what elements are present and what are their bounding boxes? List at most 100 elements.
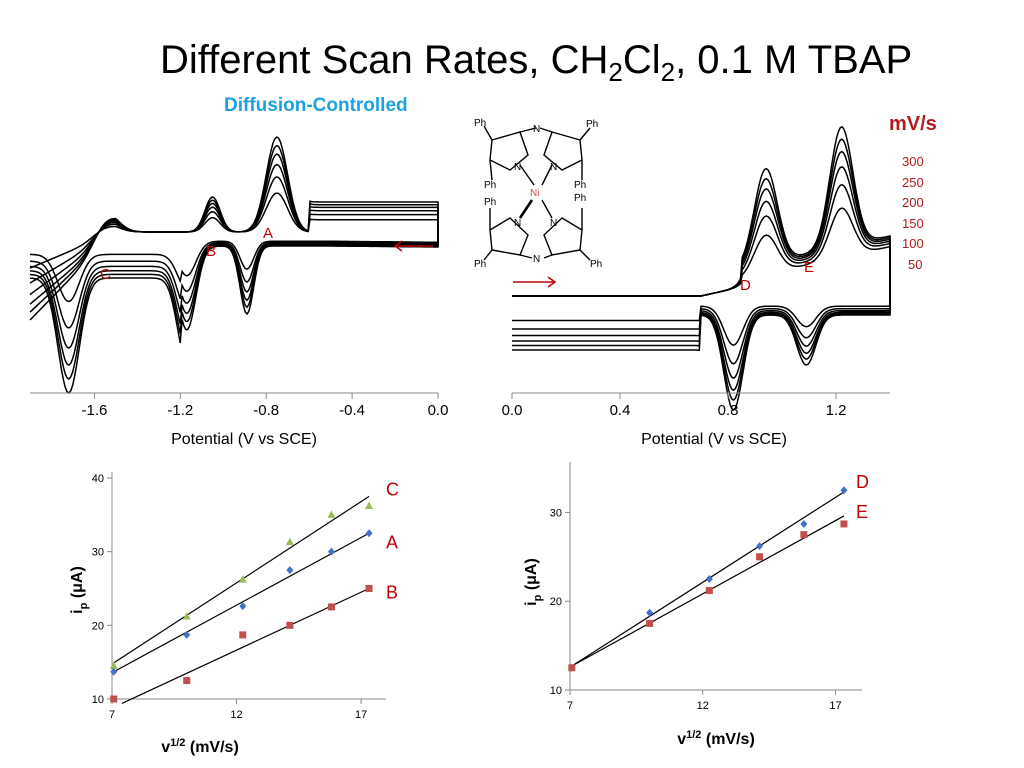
y-tick-label: 10: [550, 685, 562, 697]
x-tick-group: 0.0 0.4 0.8 1.2: [502, 393, 846, 419]
data-point-a: [110, 667, 118, 676]
bond: [519, 254, 533, 259]
y-axis-label: ip (μA): [69, 566, 90, 614]
data-point-d: [646, 608, 654, 617]
scan-arrow-right: [513, 276, 557, 288]
x-tick-label: 17: [355, 709, 367, 721]
ni-atom-label: Ni: [530, 188, 539, 199]
ph-label: Ph: [590, 259, 602, 270]
ph-label: Ph: [586, 119, 598, 130]
cv-trace-300: [29, 136, 439, 394]
scan-arrow-left: [393, 240, 433, 252]
pyrrole-ring-top-left: [489, 131, 529, 171]
scan-rate-item: 300: [902, 154, 924, 169]
data-point-a: [327, 547, 335, 556]
cv-trace-150: [512, 165, 891, 379]
ni-complex-structure: [483, 125, 591, 261]
x-tick-label: 12: [230, 709, 242, 721]
x-tick-label: 0.0: [428, 402, 449, 419]
cv-trace-50: [512, 207, 891, 346]
cv-chart-left: [29, 136, 439, 394]
x-axis-label: Potential (V vs SCE): [641, 431, 787, 448]
x-tick-label: 7: [567, 700, 573, 712]
bond: [543, 254, 553, 259]
x-tick-label: 0.4: [610, 402, 631, 419]
cv-trace-100: [512, 183, 891, 365]
ph-label: Ph: [574, 193, 586, 204]
scan-rate-item: 100: [902, 236, 924, 251]
data-point-e: [840, 520, 848, 528]
x-tick-label: 0.8: [718, 402, 739, 419]
data-point-a: [183, 630, 191, 639]
series-label-e: E: [856, 502, 868, 522]
bond: [579, 249, 591, 261]
data-point-d: [705, 575, 713, 583]
x-tick-label: 12: [697, 700, 709, 712]
data-point-b: [327, 603, 335, 611]
series-label-d: D: [856, 472, 869, 492]
n-atom-label: N: [514, 162, 521, 173]
data-point-e: [568, 664, 576, 672]
fit-line-b: [121, 587, 370, 704]
y-tick-label: 40: [92, 473, 104, 485]
ph-label: Ph: [574, 180, 586, 191]
n-atom-label: N: [550, 218, 557, 229]
bond: [483, 249, 493, 261]
cv-trace-250: [29, 144, 439, 380]
x-tick-group: -1.6 -1.2 -0.8 -0.4 0.0: [81, 393, 448, 419]
scan-rate-unit: mV/s: [889, 113, 937, 135]
x-tick-label: 0.0: [502, 402, 523, 419]
pyrrole-ring-top-right: [543, 131, 583, 171]
x-tick-label: -1.6: [81, 402, 107, 419]
data-point-c: [182, 611, 191, 620]
series-label-c: C: [386, 479, 399, 499]
cv-chart-right: [512, 125, 891, 411]
n-atom-label: N: [533, 124, 540, 135]
data-point-b: [239, 631, 247, 639]
y-tick-label: 10: [92, 694, 104, 706]
n-atom-label: N: [533, 254, 540, 265]
data-point-b: [110, 695, 118, 703]
data-point-d: [756, 542, 764, 551]
pyrrole-ring-bottom-right: [543, 217, 583, 256]
data-point-c: [365, 501, 374, 509]
x-tick-label: -0.8: [253, 402, 279, 419]
peak-label-d: D: [740, 277, 751, 294]
y-tick-label: 30: [550, 507, 562, 519]
data-point-c: [327, 510, 336, 518]
x-axis-label: v1/2 (mV/s): [677, 729, 755, 748]
bond: [579, 127, 591, 141]
data-point-e: [756, 553, 764, 561]
scan-rate-list: 300 250 200 150 100 50: [902, 152, 924, 275]
data-point-a: [239, 602, 247, 611]
subtitle: Diffusion-Controlled: [224, 95, 408, 116]
x-tick-label: -0.4: [339, 402, 365, 419]
y-tick-label: 20: [550, 596, 562, 608]
data-point-b: [365, 585, 373, 592]
bond: [483, 125, 493, 141]
ph-label: Ph: [474, 259, 486, 270]
series-label-b: B: [386, 583, 398, 603]
peak-label-e: E: [804, 259, 814, 276]
data-point-d: [840, 486, 848, 495]
data-point-b: [286, 621, 294, 629]
ph-label: Ph: [484, 197, 496, 208]
x-axis-label: v1/2 (mV/s): [161, 737, 239, 756]
x-tick-label: -1.2: [167, 402, 193, 419]
scan-rate-item: 150: [902, 215, 924, 231]
data-point-d: [800, 519, 808, 528]
data-point-e: [705, 587, 713, 595]
bond: [541, 199, 553, 219]
pyrrole-ring-bottom-left: [489, 217, 529, 256]
x-tick-label: 17: [829, 700, 841, 712]
bond: [518, 199, 534, 219]
y-tick-label: 20: [92, 620, 104, 632]
fit-line-a: [113, 532, 370, 673]
n-atom-label: N: [550, 162, 557, 173]
bond: [541, 164, 553, 186]
data-point-e: [800, 531, 808, 539]
data-point-a: [286, 566, 294, 575]
data-point-c: [238, 575, 247, 583]
page-title: Different Scan Rates, CH2Cl2, 0.1 M TBAP: [160, 38, 913, 87]
